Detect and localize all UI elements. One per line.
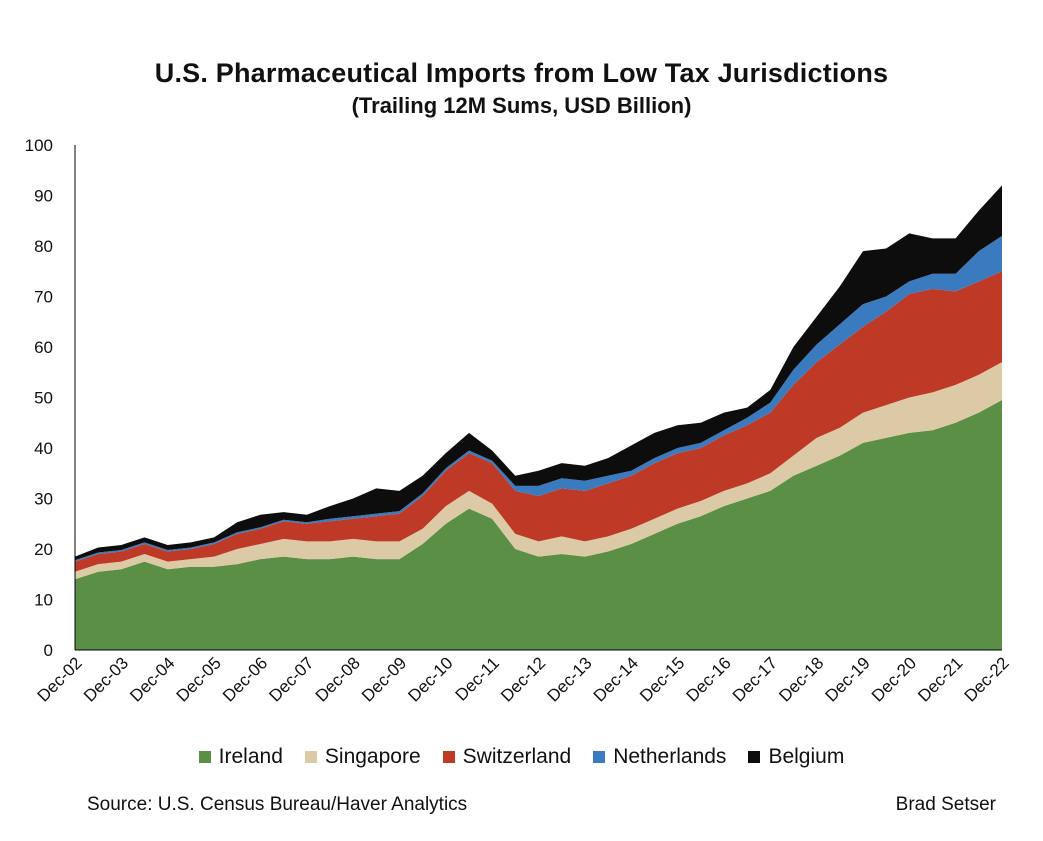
- legend-label: Switzerland: [462, 745, 572, 768]
- x-tick-label: Dec-18: [775, 653, 827, 705]
- legend-item-singapore: Singapore: [304, 745, 421, 769]
- chart-subtitle: (Trailing 12M Sums, USD Billion): [351, 93, 692, 118]
- x-tick-label: Dec-03: [80, 653, 132, 705]
- y-tick-label: 30: [34, 490, 53, 509]
- legend-label: Singapore: [324, 745, 421, 768]
- x-tick-label: Dec-21: [914, 653, 966, 705]
- legend-label: Ireland: [218, 745, 283, 768]
- x-tick-label: Dec-08: [312, 653, 364, 705]
- x-tick-label: Dec-04: [126, 653, 178, 705]
- y-tick-label: 70: [34, 288, 53, 307]
- legend-swatch: [198, 751, 211, 763]
- y-tick-label: 0: [44, 641, 53, 660]
- legend-label: Netherlands: [613, 745, 727, 768]
- x-tick-label: Dec-06: [219, 653, 271, 705]
- x-tick-label: Dec-11: [452, 653, 503, 704]
- legend: Ireland Singapore Switzerland Netherlands Be…: [0, 745, 1043, 769]
- y-tick-label: 40: [34, 439, 53, 458]
- x-tick-label: Dec-22: [961, 653, 1013, 705]
- x-tick-label: Dec-09: [358, 653, 410, 705]
- series-area-switzerland: [75, 271, 1002, 572]
- source-note: Source: U.S. Census Bureau/Haver Analyti…: [87, 794, 468, 815]
- legend-item-ireland: Ireland: [198, 745, 283, 769]
- legend-item-switzerland: Switzerland: [442, 745, 572, 769]
- x-tick-label: Dec-07: [265, 653, 317, 705]
- x-tick-label: Dec-15: [636, 653, 688, 705]
- y-tick-label: 20: [34, 540, 53, 559]
- y-tick-label: 90: [34, 187, 53, 206]
- x-axis-ticks: Dec-02Dec-03Dec-04Dec-05Dec-06Dec-07Dec-…: [34, 653, 1013, 705]
- x-tick-label: Dec-16: [683, 653, 735, 705]
- y-tick-label: 50: [34, 389, 53, 408]
- chart-title: U.S. Pharmaceutical Imports from Low Tax…: [154, 58, 889, 88]
- author-credit: Brad Setser: [895, 794, 996, 815]
- x-tick-label: Dec-12: [497, 653, 549, 705]
- y-tick-label: 10: [34, 591, 53, 610]
- series-areas: [75, 185, 1002, 650]
- x-tick-label: Dec-20: [868, 653, 920, 705]
- y-tick-label: 100: [25, 136, 53, 155]
- y-tick-label: 60: [34, 338, 53, 357]
- legend-item-belgium: Belgium: [748, 745, 844, 769]
- legend-item-netherlands: Netherlands: [593, 745, 726, 769]
- x-tick-label: Dec-10: [404, 653, 456, 705]
- x-tick-label: Dec-02: [34, 653, 86, 705]
- y-axis-ticks: 0 10 20 30 40 50 60 70 80 90 100: [25, 136, 53, 660]
- legend-swatch: [304, 751, 317, 763]
- x-tick-label: Dec-17: [729, 653, 781, 705]
- legend-swatch: [593, 751, 606, 763]
- x-tick-label: Dec-05: [173, 653, 225, 705]
- x-tick-label: Dec-14: [590, 653, 642, 705]
- legend-swatch: [442, 751, 455, 763]
- x-tick-label: Dec-19: [822, 653, 874, 705]
- y-tick-label: 80: [34, 237, 53, 256]
- series-area-belgium: [75, 185, 1002, 561]
- axes: [74, 145, 1002, 651]
- x-tick-label: Dec-13: [543, 653, 595, 705]
- series-area-ireland: [75, 400, 1002, 650]
- legend-swatch: [748, 751, 761, 763]
- legend-label: Belgium: [768, 745, 845, 768]
